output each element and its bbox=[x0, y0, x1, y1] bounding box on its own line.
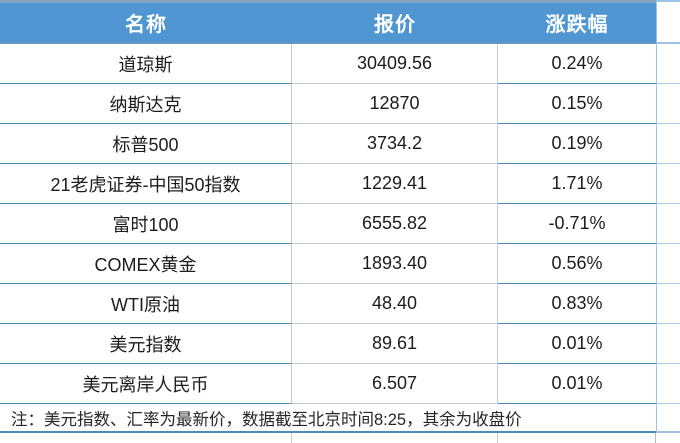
instrument-change: 0.24% bbox=[498, 44, 656, 84]
instrument-price: 3734.2 bbox=[292, 124, 498, 164]
instrument-change: 0.15% bbox=[498, 84, 656, 124]
table-row: 21老虎证券-中国50指数 1229.41 1.71% bbox=[0, 164, 680, 204]
header-right-strip bbox=[656, 0, 680, 44]
right-divider-line bbox=[655, 433, 656, 443]
header-name: 名称 bbox=[0, 0, 292, 44]
header-price: 报价 bbox=[292, 0, 498, 44]
instrument-change: 1.71% bbox=[498, 164, 656, 204]
instrument-change: 0.83% bbox=[498, 284, 656, 324]
instrument-change: 0.01% bbox=[498, 324, 656, 364]
instrument-change: -0.71% bbox=[498, 204, 656, 244]
instrument-price: 6.507 bbox=[292, 364, 498, 404]
note-right-strip bbox=[656, 404, 680, 433]
instrument-price: 89.61 bbox=[292, 324, 498, 364]
table-note: 注：美元指数、汇率为最新价，数据截至北京时间8:25，其余为收盘价 bbox=[0, 404, 656, 433]
instrument-change: 0.56% bbox=[498, 244, 656, 284]
instrument-price: 48.40 bbox=[292, 284, 498, 324]
row-right-strip bbox=[656, 124, 680, 164]
instrument-name: 美元离岸人民币 bbox=[0, 364, 292, 404]
row-right-strip bbox=[656, 44, 680, 84]
instrument-price: 1229.41 bbox=[292, 164, 498, 204]
table-row: WTI原油 48.40 0.83% bbox=[0, 284, 680, 324]
column-divider-line bbox=[291, 433, 292, 443]
row-right-strip bbox=[656, 244, 680, 284]
table-row: 道琼斯 30409.56 0.24% bbox=[0, 44, 680, 84]
row-right-strip bbox=[656, 204, 680, 244]
row-right-strip bbox=[656, 324, 680, 364]
row-right-strip bbox=[656, 364, 680, 404]
table-body: 道琼斯 30409.56 0.24% 纳斯达克 12870 0.15% 标普50… bbox=[0, 44, 680, 404]
bottom-continuation-strip bbox=[0, 433, 680, 443]
instrument-name: 富时100 bbox=[0, 204, 292, 244]
table-row: 标普500 3734.2 0.19% bbox=[0, 124, 680, 164]
instrument-change: 0.01% bbox=[498, 364, 656, 404]
row-right-strip bbox=[656, 164, 680, 204]
instrument-price: 12870 bbox=[292, 84, 498, 124]
table-row: COMEX黄金 1893.40 0.56% bbox=[0, 244, 680, 284]
instrument-name: 标普500 bbox=[0, 124, 292, 164]
table-header-row: 名称 报价 涨跌幅 bbox=[0, 0, 680, 44]
table-row: 美元指数 89.61 0.01% bbox=[0, 324, 680, 364]
instrument-name: 美元指数 bbox=[0, 324, 292, 364]
instrument-name: 21老虎证券-中国50指数 bbox=[0, 164, 292, 204]
table-row: 纳斯达克 12870 0.15% bbox=[0, 84, 680, 124]
instrument-name: COMEX黄金 bbox=[0, 244, 292, 284]
table-note-row: 注：美元指数、汇率为最新价，数据截至北京时间8:25，其余为收盘价 bbox=[0, 404, 680, 433]
table-row: 富时100 6555.82 -0.71% bbox=[0, 204, 680, 244]
table-row: 美元离岸人民币 6.507 0.01% bbox=[0, 364, 680, 404]
instrument-name: 道琼斯 bbox=[0, 44, 292, 84]
instrument-price: 30409.56 bbox=[292, 44, 498, 84]
instrument-price: 6555.82 bbox=[292, 204, 498, 244]
instrument-price: 1893.40 bbox=[292, 244, 498, 284]
row-right-strip bbox=[656, 84, 680, 124]
header-change: 涨跌幅 bbox=[498, 0, 656, 44]
instrument-name: 纳斯达克 bbox=[0, 84, 292, 124]
column-divider-line bbox=[497, 433, 498, 443]
instrument-change: 0.19% bbox=[498, 124, 656, 164]
instrument-name: WTI原油 bbox=[0, 284, 292, 324]
row-right-strip bbox=[656, 284, 680, 324]
